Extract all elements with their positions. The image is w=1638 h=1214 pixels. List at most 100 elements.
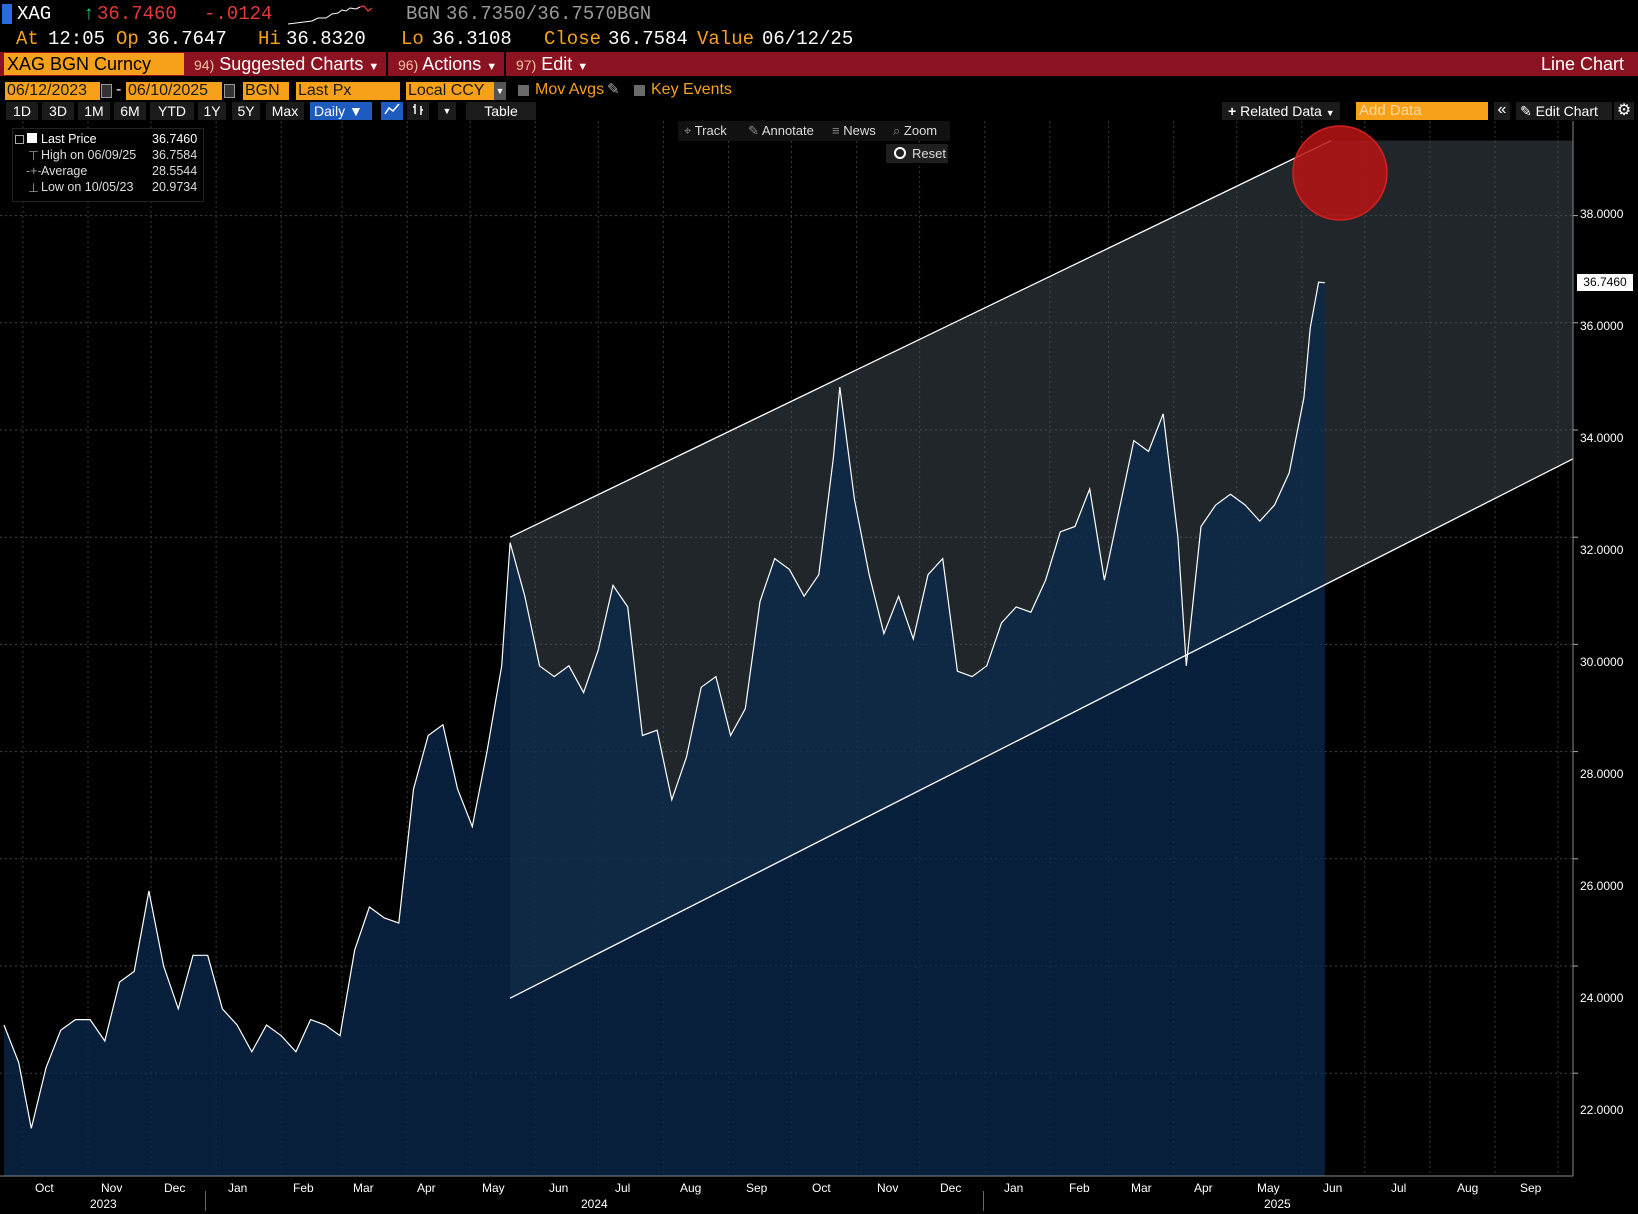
x-tick-label: Feb	[1069, 1181, 1090, 1195]
reset-button[interactable]: Reset	[886, 144, 948, 163]
net-change: -.0124	[204, 3, 273, 25]
source-label-2: BGN	[617, 3, 652, 25]
x-tick-label: Aug	[680, 1181, 702, 1195]
x-tick-label: Apr	[417, 1181, 436, 1195]
period-6m[interactable]: 6M	[114, 102, 146, 120]
at-value: 12:05	[48, 28, 106, 50]
news-icon: ≡	[832, 123, 840, 138]
collapse-icon[interactable]: «	[1494, 102, 1510, 120]
collapse-legend-icon[interactable]	[15, 135, 24, 144]
close-label: Close	[544, 28, 602, 50]
lo-label: Lo	[401, 28, 424, 50]
actions-menu[interactable]: 96) Actions ▼	[398, 52, 497, 76]
x-tick-label: May	[482, 1181, 505, 1195]
x-tick-label: Nov	[101, 1181, 123, 1195]
security-field[interactable]: XAG BGN Curncy	[4, 53, 184, 75]
x-tick-label: Dec	[164, 1181, 186, 1195]
currency-select[interactable]: Local CCY	[406, 82, 506, 100]
period-3d[interactable]: 3D	[42, 102, 74, 120]
period-max[interactable]: Max	[266, 102, 304, 120]
end-date-input[interactable]: 06/10/2025	[126, 82, 222, 100]
suggested-charts-num: 94)	[194, 57, 215, 73]
dropdown-arrow-icon: ▼	[577, 61, 589, 73]
news-label: News	[843, 123, 876, 138]
annotate-label: Annotate	[761, 123, 814, 138]
x-tick-label: Mar	[353, 1181, 374, 1195]
menu-divider	[386, 52, 388, 76]
chart-style-dropdown-icon[interactable]: ▼	[438, 102, 456, 120]
legend-low-value: 20.9734	[152, 180, 198, 194]
y-tick-marks	[1573, 215, 1578, 1074]
start-date-input[interactable]: 06/12/2023	[5, 82, 100, 100]
y-tick-label: 36.0000	[1580, 319, 1624, 333]
year-divider	[983, 1191, 984, 1211]
value-date: 06/12/25	[762, 28, 854, 50]
x-tick-label: Aug	[1457, 1181, 1479, 1195]
pencil-icon[interactable]: ✎	[607, 81, 620, 98]
op-label: Op	[116, 28, 139, 50]
calendar-icon[interactable]	[224, 84, 235, 98]
actions-num: 96)	[398, 57, 419, 73]
y-tick-label: 30.0000	[1580, 655, 1624, 669]
x-tick-label: Jul	[615, 1181, 631, 1195]
suggested-charts-label: Suggested Charts	[219, 54, 364, 74]
ticker[interactable]: XAG	[17, 3, 52, 25]
x-year-label: 2024	[581, 1197, 608, 1211]
suggested-charts-menu[interactable]: 94) Suggested Charts ▼	[194, 52, 379, 76]
price-chart[interactable]	[0, 121, 1638, 1214]
field-input[interactable]: Last Px	[296, 82, 400, 100]
low-marker-icon: ⊥	[28, 181, 39, 195]
period-1d[interactable]: 1D	[6, 102, 38, 120]
add-data-placeholder: Add Data	[1359, 102, 1422, 119]
period-1y[interactable]: 1Y	[198, 102, 226, 120]
dropdown-arrow-icon: ▼	[349, 103, 363, 119]
line-chart-icon[interactable]	[381, 102, 403, 120]
zoom-tool[interactable]: ⌕ Zoom	[893, 123, 937, 139]
legend-last-label: Last Price	[41, 132, 97, 146]
last-value-tag: 36.7460	[1577, 274, 1633, 291]
hi-value: 36.8320	[286, 28, 366, 50]
x-tick-label: Jun	[549, 1181, 569, 1195]
x-tick-label: Nov	[877, 1181, 899, 1195]
channel-upper-line	[509, 139, 1332, 538]
frequency-select[interactable]: Daily ▼	[310, 102, 372, 120]
add-data-input[interactable]: Add Data	[1356, 102, 1488, 120]
annotate-tool[interactable]: ✎ Annotate	[748, 123, 814, 139]
close-value: 36.7584	[608, 28, 688, 50]
gear-icon[interactable]: ⚙	[1614, 102, 1634, 120]
zoom-label: Zoom	[903, 123, 938, 138]
high-marker-icon: ⊤	[28, 149, 39, 163]
related-data-button[interactable]: + Related Data ▼	[1222, 102, 1340, 120]
period-ytd[interactable]: YTD	[150, 102, 194, 120]
x-tick-label: Sep	[1520, 1181, 1542, 1195]
y-tick-label: 22.0000	[1580, 1103, 1624, 1117]
source-input[interactable]: BGN	[243, 82, 289, 100]
channel-lower-line	[509, 458, 1574, 999]
edit-menu[interactable]: 97) Edit ▼	[516, 52, 588, 76]
edit-chart-button[interactable]: ✎ Edit Chart	[1516, 102, 1612, 120]
y-tick-label: 34.0000	[1580, 431, 1624, 445]
plus-icon: +	[1228, 103, 1237, 119]
calendar-icon[interactable]	[101, 84, 112, 98]
x-tick-label: Jun	[1323, 1181, 1343, 1195]
up-arrow-icon: ↑	[84, 3, 94, 24]
mov-avgs-checkbox[interactable]	[518, 85, 529, 96]
currency-dropdown-icon[interactable]: ▼	[494, 82, 506, 100]
track-tool[interactable]: ⌖ Track	[684, 123, 727, 139]
news-tool[interactable]: ≡ News	[832, 123, 876, 138]
x-tick-label: Oct	[35, 1181, 54, 1195]
x-tick-label: Jan	[1004, 1181, 1024, 1195]
key-events-label[interactable]: Key Events	[651, 81, 732, 98]
pencil-icon: ✎	[1520, 103, 1532, 119]
bar-chart-icon[interactable]	[407, 102, 429, 120]
table-button[interactable]: Table	[466, 102, 536, 120]
period-1m[interactable]: 1M	[78, 102, 110, 120]
magnifier-icon: ⌕	[893, 123, 901, 138]
period-5y[interactable]: 5Y	[232, 102, 260, 120]
mov-avgs-label[interactable]: Mov Avgs	[535, 81, 605, 98]
op-value: 36.7647	[147, 28, 227, 50]
frequency-label: Daily	[314, 103, 346, 119]
legend-average-value: 28.5544	[152, 164, 198, 178]
key-events-checkbox[interactable]	[634, 85, 645, 96]
at-label: At	[16, 28, 39, 50]
